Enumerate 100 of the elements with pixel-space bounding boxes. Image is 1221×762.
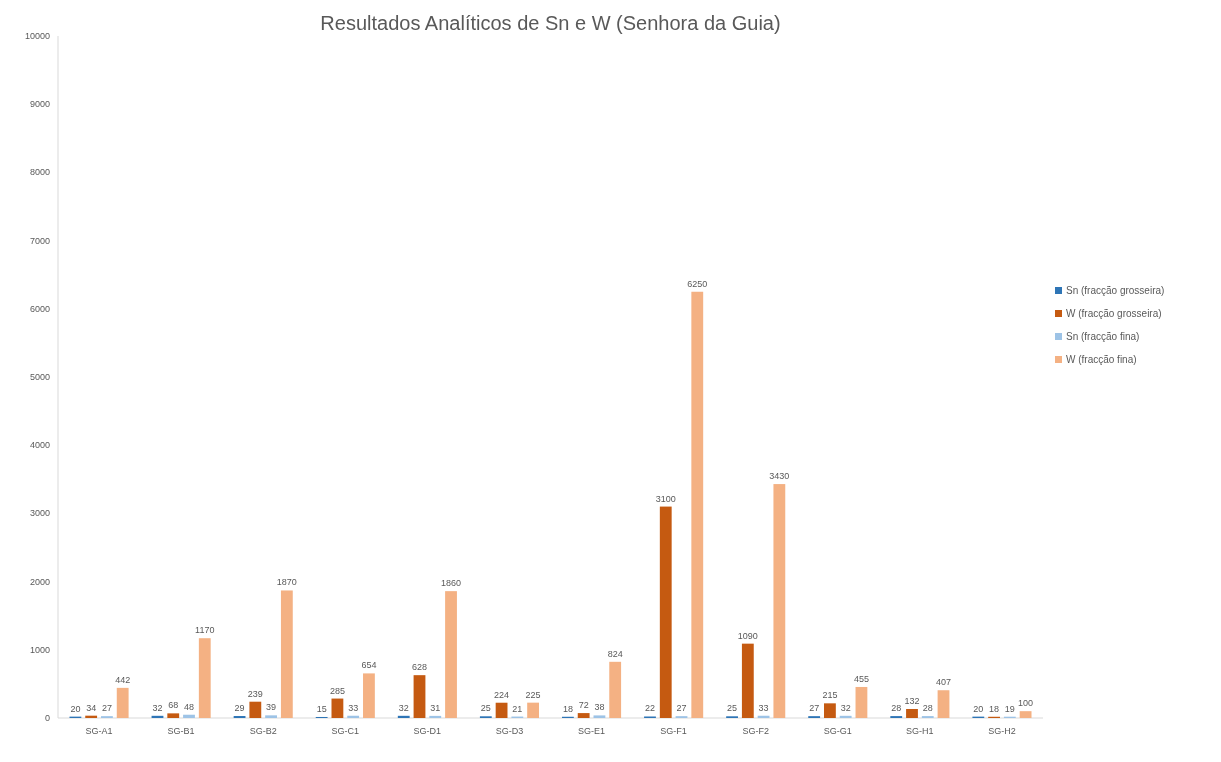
data-label: 1860 [441,578,462,589]
data-label: 654 [361,660,377,671]
legend-label: Sn (fracção grosseira) [1066,285,1165,296]
legend-label: Sn (fracção fina) [1066,331,1140,342]
bar [249,701,262,718]
legend-label: W (fracção grosseira) [1066,308,1162,319]
bar [741,643,754,718]
data-label: 824 [607,648,623,659]
x-tick-label: SG-G1 [823,726,852,736]
data-label: 32 [840,702,851,713]
bar [527,702,540,718]
x-tick-label: SG-C1 [331,726,360,736]
y-tick-label: 4000 [29,440,50,451]
data-label: 28 [922,703,933,714]
data-label: 48 [184,701,195,712]
data-label: 38 [594,702,605,713]
data-label: 31 [430,702,441,713]
data-label: 1170 [195,625,215,636]
data-label: 15 [316,703,327,714]
data-label: 68 [168,700,179,711]
data-label: 27 [809,703,820,714]
data-label: 20 [70,703,81,714]
data-label: 28 [891,703,902,714]
data-label: 25 [727,703,738,714]
x-tick-label: SG-B2 [249,726,277,736]
data-label: 29 [234,703,245,714]
bar [198,638,211,718]
data-label: 32 [398,702,409,713]
data-label: 407 [936,677,952,688]
bar [855,686,868,718]
data-label: 442 [115,674,131,685]
data-label: 19 [1004,703,1015,714]
x-tick-label: SG-B1 [167,726,195,736]
bar [265,715,277,718]
y-tick-label: 2000 [29,576,50,587]
data-label: 225 [525,689,541,700]
bar [906,709,918,718]
bar [397,715,410,718]
data-label: 27 [676,703,687,714]
bar [839,715,852,718]
bar [429,715,442,718]
bar [445,591,457,718]
data-label: 455 [853,673,869,684]
data-label: 3430 [769,471,790,482]
bar [824,703,836,718]
data-label: 224 [494,689,510,700]
data-label: 132 [904,696,920,706]
data-label: 33 [758,702,769,713]
data-label: 32 [152,702,163,713]
x-tick-label: SG-F2 [742,726,769,736]
bar [331,698,344,718]
data-label: 72 [578,700,589,711]
legend-label: W (fracção fina) [1066,354,1137,365]
bar [363,673,375,718]
data-label: 1090 [737,630,758,641]
bar [659,506,672,718]
data-label: 18 [989,703,1000,714]
x-tick-label: SG-H1 [906,726,934,736]
y-tick-label: 7000 [29,235,50,246]
data-label: 100 [1018,698,1034,709]
bar [773,484,786,718]
data-label: 3100 [655,493,676,504]
data-label: 285 [329,685,345,696]
data-label: 18 [562,703,573,714]
x-tick-label: SG-H2 [988,726,1016,736]
data-label: 1870 [276,577,297,588]
bar [609,661,622,718]
x-tick-label: SG-D1 [413,726,442,736]
data-label: 6250 [687,278,708,289]
y-tick-label: 5000 [29,372,50,382]
x-tick-label: SG-E1 [578,726,606,736]
x-tick-label: SG-F1 [660,726,687,736]
data-label: 215 [822,690,838,701]
bar [937,690,950,718]
bar [691,291,704,718]
y-tick-label: 6000 [29,303,50,314]
bar [577,713,590,718]
bar [280,590,293,718]
data-label: 22 [644,703,655,714]
x-tick-label: SG-A1 [85,726,113,736]
x-tick-label: SG-D3 [495,726,524,736]
y-tick-label: 8000 [29,167,50,178]
data-label: 628 [411,662,428,673]
y-tick-label: 9000 [29,99,50,110]
data-label: 33 [348,702,359,713]
data-label: 34 [86,702,97,713]
bar [593,715,606,718]
y-tick-label: 0 [44,713,50,723]
bar [183,714,195,718]
bar [495,702,508,718]
y-tick-label: 1000 [29,644,50,655]
data-label: 21 [512,703,523,714]
data-label: 25 [480,703,491,714]
y-tick-label: 10000 [24,31,50,41]
y-tick-label: 3000 [29,508,50,519]
bar [116,687,129,718]
bar [413,675,426,718]
chart-title: Resultados Analíticos de Sn e W (Senhora da Guia) [320,12,781,34]
data-label: 20 [973,703,984,714]
bar [167,713,180,718]
